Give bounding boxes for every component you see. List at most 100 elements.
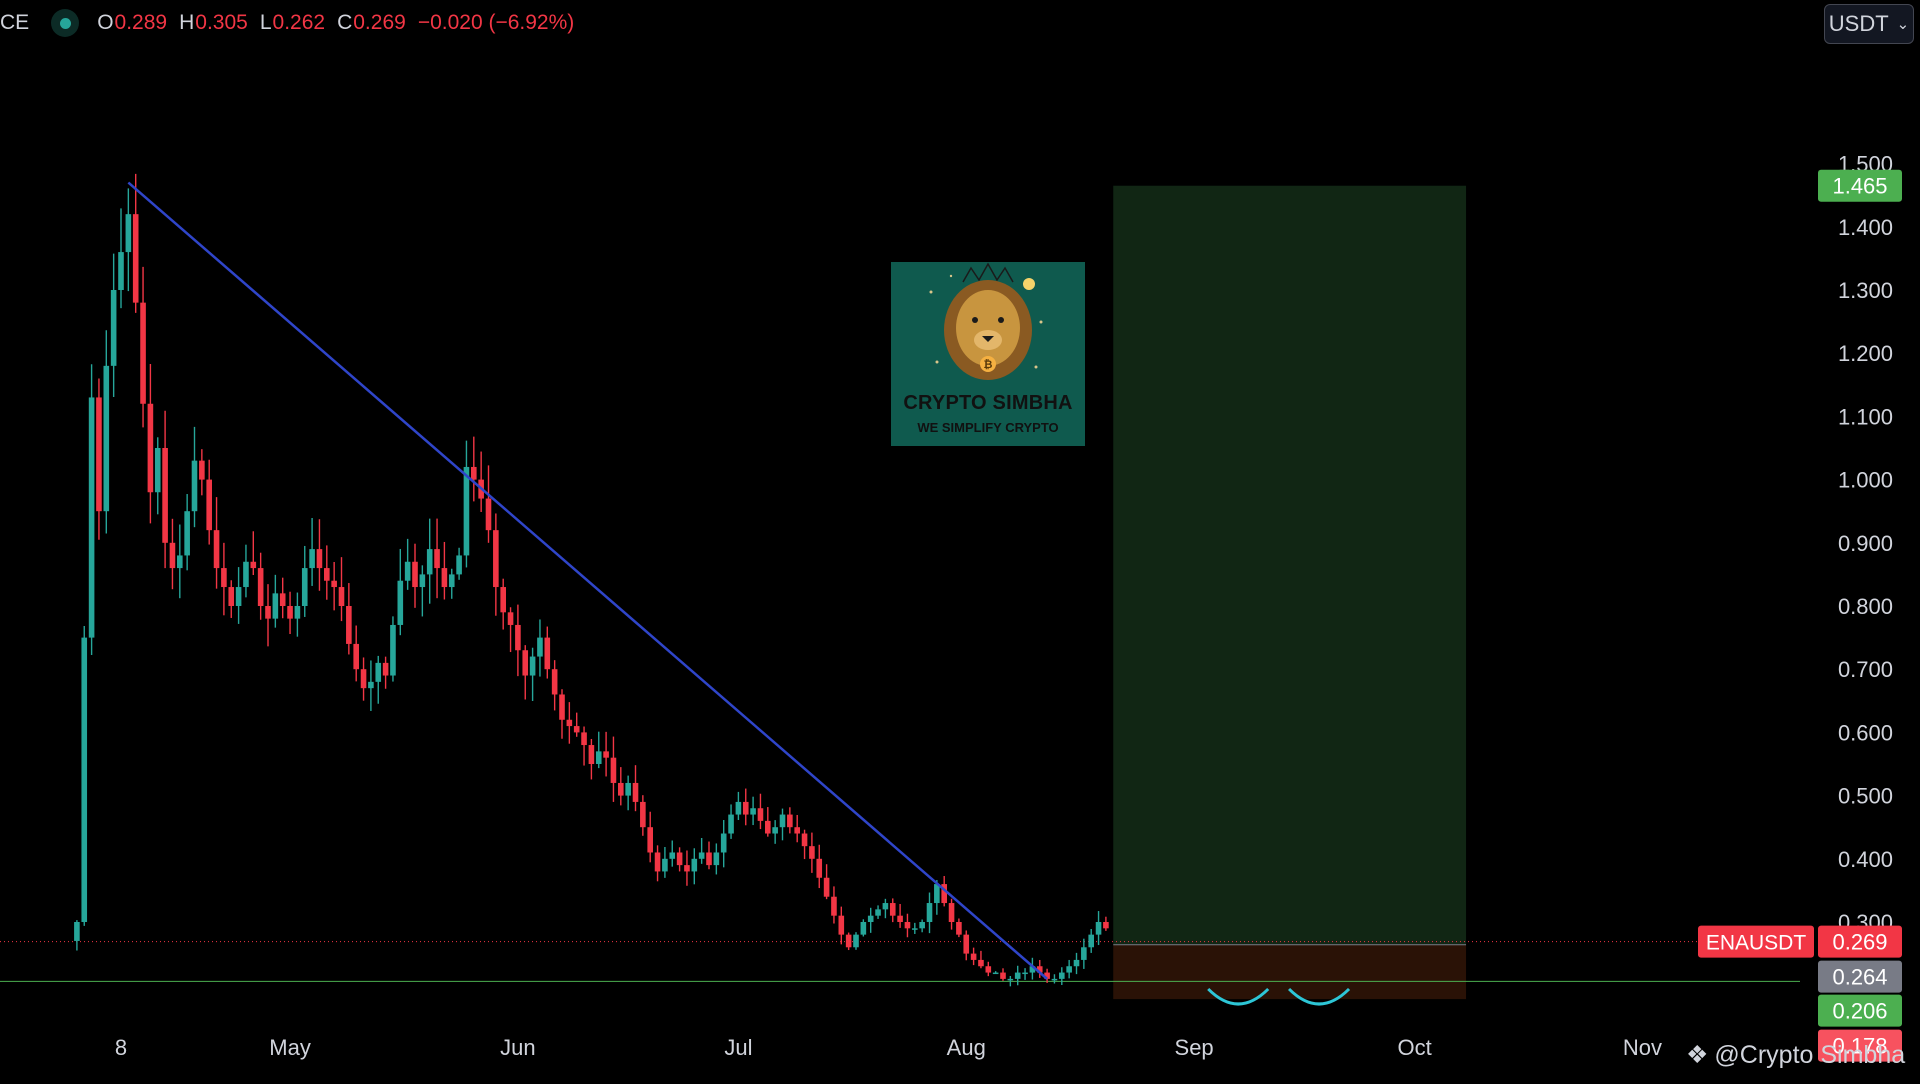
candle	[493, 513, 499, 616]
candle-body	[706, 852, 712, 866]
candle-body	[831, 896, 837, 916]
candle	[515, 604, 521, 677]
candle	[603, 731, 609, 777]
candle-body	[816, 858, 823, 878]
candle-body	[1066, 966, 1072, 973]
price-label-bg	[1818, 960, 1902, 993]
candle-body	[897, 915, 903, 922]
low-value: 0.262	[272, 11, 326, 34]
candle-body	[889, 903, 896, 916]
candle-body	[132, 214, 139, 303]
candle	[213, 497, 220, 589]
candle	[507, 607, 514, 653]
candle-body	[1059, 972, 1065, 979]
candle-body	[845, 934, 852, 948]
price-label-text: 1.465	[1832, 174, 1887, 199]
candle	[1095, 911, 1102, 946]
candle	[934, 880, 940, 915]
candle	[456, 547, 462, 580]
candle-body	[970, 953, 977, 960]
y-tick-label: 0.600	[1838, 720, 1893, 745]
candle-body	[1014, 972, 1021, 979]
candle-body	[103, 365, 110, 512]
candle	[250, 531, 257, 576]
price-label-text: 0.206	[1832, 999, 1887, 1024]
candle	[412, 543, 418, 608]
candle-body	[448, 574, 455, 588]
candle	[96, 378, 102, 540]
candle-body	[794, 827, 800, 834]
candle	[434, 518, 440, 599]
candle	[529, 647, 536, 702]
candle-body	[257, 568, 264, 606]
candle	[838, 906, 845, 945]
candle-body	[154, 448, 161, 493]
candle	[867, 907, 874, 933]
y-tick-label: 0.500	[1838, 784, 1893, 809]
price-label: 0.206	[1818, 994, 1902, 1027]
candle	[720, 820, 727, 868]
candle	[463, 440, 470, 568]
candle-body	[963, 934, 970, 954]
candle	[897, 903, 903, 928]
candle	[860, 919, 867, 937]
tradingview-logo-icon: ❖	[1686, 1041, 1709, 1069]
currency-selector[interactable]: USDT ⌄	[1824, 4, 1914, 44]
candle-body	[941, 884, 947, 904]
candle-body	[735, 801, 742, 815]
candle	[537, 619, 543, 677]
candle-body	[360, 669, 367, 689]
candle	[419, 565, 426, 617]
candle-body	[169, 542, 176, 569]
candle-body	[581, 732, 587, 746]
candle-body	[1081, 947, 1087, 960]
candle-body	[228, 587, 235, 606]
candle-body	[559, 694, 565, 720]
candle-body	[772, 827, 778, 834]
y-tick-label: 0.800	[1838, 594, 1893, 619]
candle-body	[382, 662, 389, 676]
double-bottom-arc	[1207, 987, 1270, 1006]
candle-body	[625, 782, 631, 796]
candle-body	[434, 549, 440, 569]
candle-body	[632, 782, 639, 802]
candle-body	[265, 606, 271, 619]
currency-label: USDT	[1828, 11, 1889, 36]
candle-body	[272, 593, 279, 619]
candle-body	[375, 662, 382, 682]
candle-body	[956, 922, 962, 935]
candle-body	[324, 568, 330, 581]
candle	[919, 919, 925, 933]
candle-body	[419, 574, 426, 588]
candle	[566, 702, 573, 744]
candle	[772, 820, 778, 844]
candle	[257, 552, 264, 620]
candle-body	[301, 568, 308, 606]
candle-body	[1088, 934, 1094, 948]
candle-body	[191, 460, 198, 512]
candle-body	[801, 833, 808, 847]
candle-body	[684, 865, 690, 872]
candle	[757, 793, 764, 830]
candle	[404, 538, 411, 590]
candle	[948, 898, 955, 930]
candle	[662, 846, 668, 878]
candle	[206, 459, 212, 545]
x-tick-label: May	[269, 1035, 311, 1060]
candle	[162, 410, 168, 569]
candle-body	[787, 814, 793, 828]
watermark-text: @Crypto Simbha	[1714, 1040, 1906, 1069]
candle-body	[1044, 972, 1050, 979]
candle	[676, 847, 683, 872]
candle	[853, 932, 859, 950]
candle-body	[81, 637, 88, 922]
candle-body	[720, 833, 727, 853]
y-tick-label: 0.700	[1838, 657, 1893, 682]
symbol-title[interactable]: CE	[0, 11, 30, 34]
candle	[132, 173, 139, 313]
candle	[500, 578, 506, 630]
x-tick-label: Oct	[1397, 1035, 1431, 1060]
last-price-text: 0.269	[1832, 930, 1887, 955]
